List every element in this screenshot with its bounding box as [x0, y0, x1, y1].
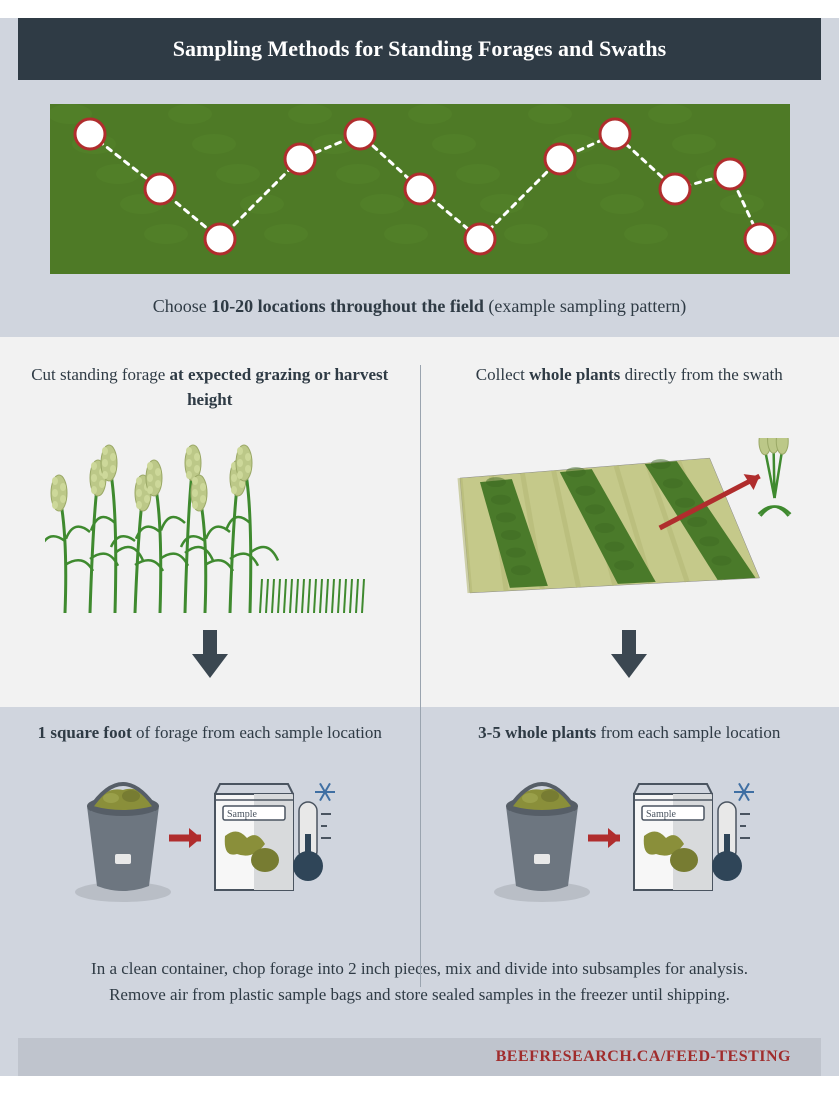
- svg-text:Sample: Sample: [227, 809, 258, 820]
- right-amount: 3-5 whole plants from each sample locati…: [450, 721, 810, 746]
- column-divider: [420, 365, 421, 987]
- field-zigzag-diagram: [50, 104, 790, 274]
- swath-column: Collect whole plants directly from the s…: [420, 337, 839, 707]
- left-amount-column: 1 square foot of forage from each sample…: [0, 707, 420, 930]
- methods-columns: Cut standing forage at expected grazing …: [0, 337, 839, 707]
- pattern-caption: Choose 10-20 locations throughout the fi…: [40, 296, 799, 317]
- left-amount: 1 square foot of forage from each sample…: [30, 721, 390, 746]
- title-bar: Sampling Methods for Standing Forages an…: [18, 18, 821, 80]
- infographic-container: Sampling Methods for Standing Forages an…: [0, 18, 839, 1076]
- bucket-bag-left: Sample: [30, 764, 390, 904]
- svg-text:Sample: Sample: [646, 809, 677, 820]
- bucket-bag-right: Sample: [450, 764, 810, 904]
- footer-link: BEEFRESEARCH.CA/FEED-TESTING: [18, 1038, 821, 1076]
- down-arrow-icon: [607, 628, 651, 680]
- standing-forage-column: Cut standing forage at expected grazing …: [0, 337, 420, 707]
- down-arrow-icon: [188, 628, 232, 680]
- sampling-pattern-section: Choose 10-20 locations throughout the fi…: [0, 80, 839, 337]
- title-text: Sampling Methods for Standing Forages an…: [173, 36, 666, 61]
- right-heading: Collect whole plants directly from the s…: [450, 363, 810, 415]
- standing-forage-illustration: [30, 433, 390, 618]
- right-amount-column: 3-5 whole plants from each sample locati…: [420, 707, 839, 930]
- left-heading: Cut standing forage at expected grazing …: [30, 363, 390, 415]
- swath-illustration: [450, 433, 810, 618]
